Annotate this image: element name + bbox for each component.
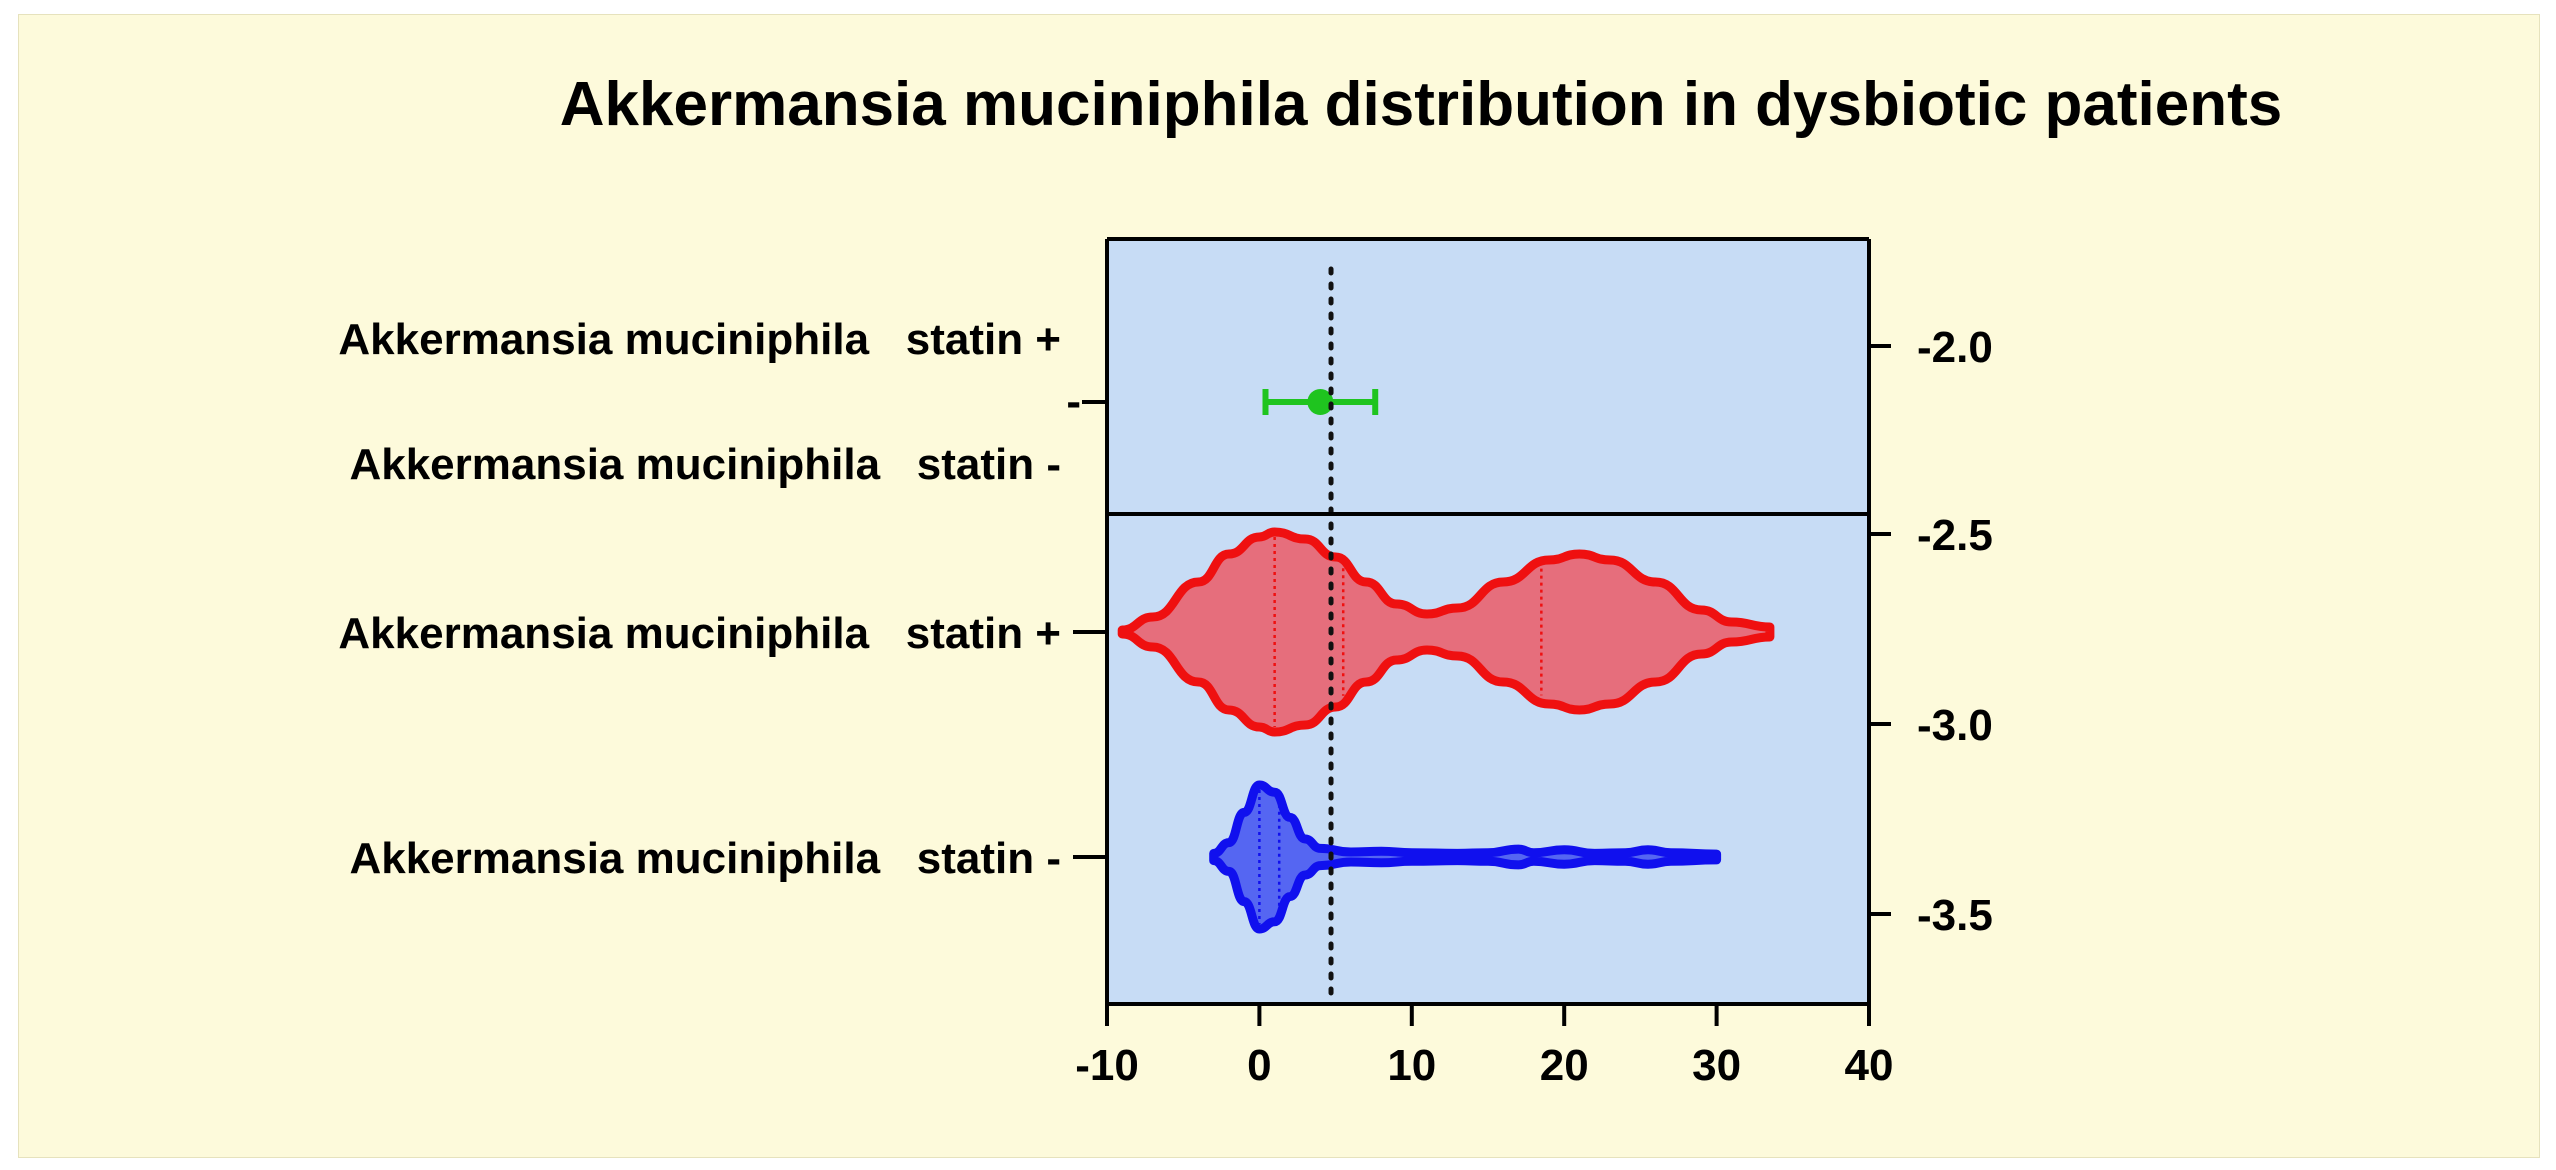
- difference-label-minus: -: [1066, 377, 1081, 426]
- x-tick-label: 10: [1387, 1041, 1436, 1090]
- x-axis: -10 0 10 20 30 40: [1075, 1004, 1893, 1090]
- x-tick-label: 0: [1247, 1041, 1271, 1090]
- series-label-statin-plus: Akkermansia muciniphila statin +: [338, 609, 1061, 658]
- right-tick-label: -2.5: [1917, 511, 1993, 560]
- right-tick-label: -3.0: [1917, 701, 1993, 750]
- series-label-statin-minus: Akkermansia muciniphila statin -: [349, 834, 1061, 883]
- right-tick-label: -2.0: [1917, 323, 1993, 372]
- x-tick-label: 40: [1845, 1041, 1894, 1090]
- figure-background: Akkermansia muciniphila distribution in …: [18, 14, 2540, 1158]
- chart-title: Akkermansia muciniphila distribution in …: [560, 70, 2283, 139]
- difference-point: [1307, 389, 1334, 415]
- difference-label-top: Akkermansia muciniphila statin +: [338, 315, 1061, 364]
- violin-chart: Akkermansia muciniphila distribution in …: [338, 70, 2283, 1090]
- x-tick-label: 30: [1692, 1041, 1741, 1090]
- violin-statin-minus: [1209, 780, 1722, 934]
- right-axis: -2.0 -2.5 -3.0 -3.5: [1869, 323, 1993, 940]
- x-tick-label: -10: [1075, 1041, 1139, 1090]
- violin-statin-plus: [1117, 527, 1775, 737]
- difference-label-bottom: Akkermansia muciniphila statin -: [349, 440, 1061, 489]
- x-tick-label: 20: [1540, 1041, 1589, 1090]
- right-tick-label: -3.5: [1917, 891, 1993, 940]
- plot-area-upper: [1107, 239, 1869, 514]
